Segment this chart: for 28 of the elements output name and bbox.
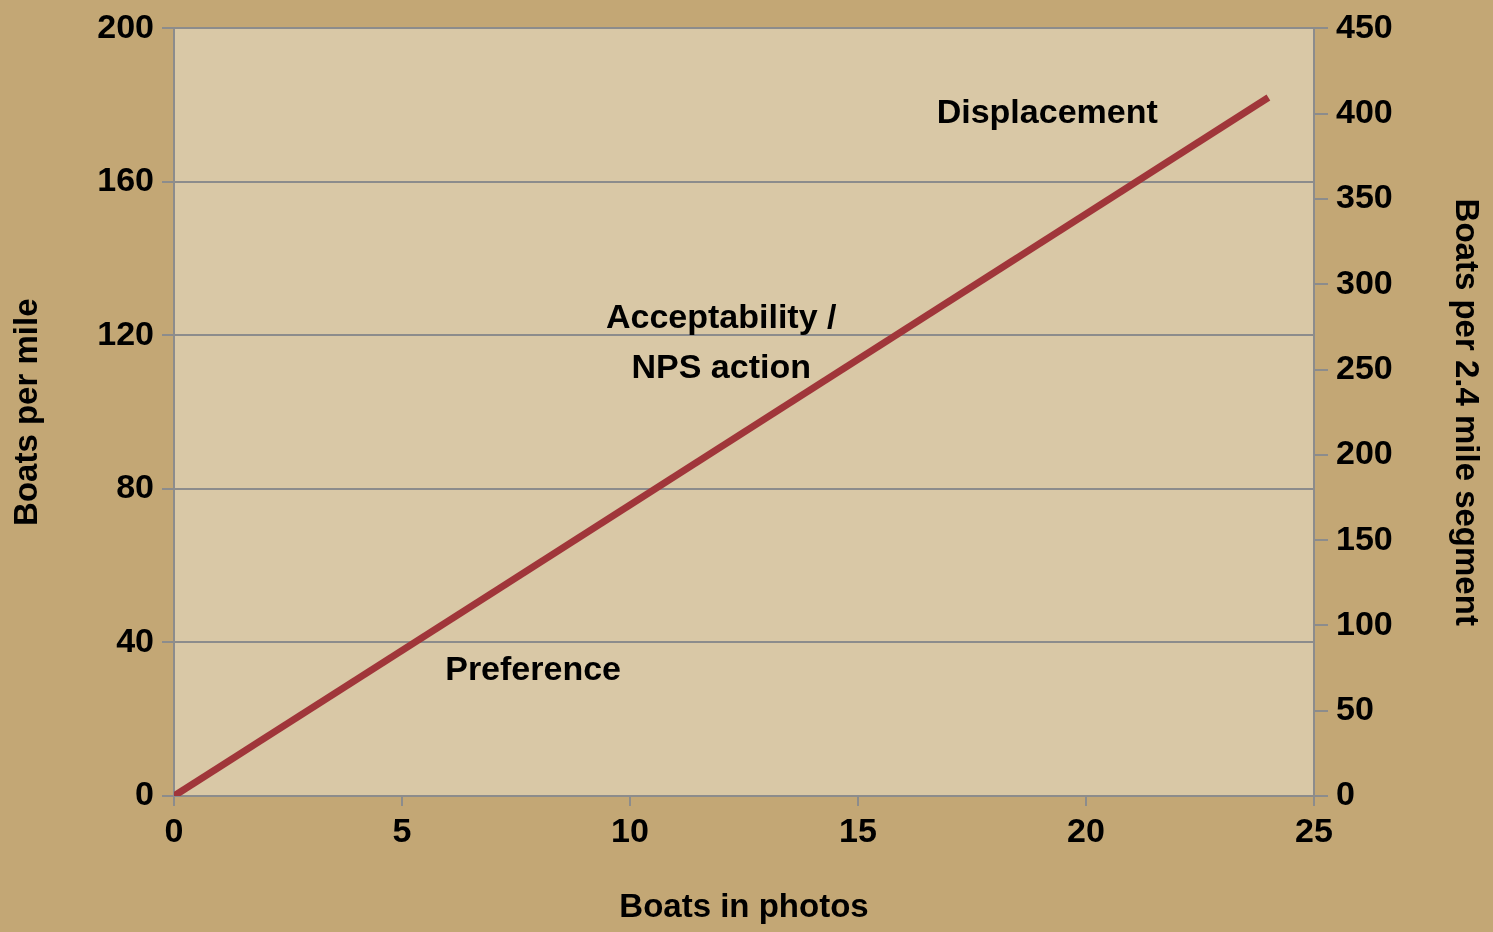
y-tick-label: 80 xyxy=(116,467,154,506)
y-tick-label: 40 xyxy=(116,620,154,659)
y2-tick-label: 150 xyxy=(1336,518,1393,557)
y2-axis-title: Boats per 2.4 mile segment xyxy=(1449,198,1487,626)
x-axis-title: Boats in photos xyxy=(619,887,869,925)
annotation: Preference xyxy=(445,649,621,688)
y2-tick-label: 0 xyxy=(1336,774,1355,813)
annotation: Displacement xyxy=(936,91,1158,130)
y-tick-label: 160 xyxy=(97,160,154,199)
x-tick-label: 5 xyxy=(392,810,412,849)
y-tick-label: 120 xyxy=(97,313,154,352)
y-tick-label: 200 xyxy=(97,6,154,45)
y2-tick-label: 450 xyxy=(1336,6,1393,45)
y-axis-title: Boats per mile xyxy=(6,298,44,526)
y2-tick-label: 400 xyxy=(1336,92,1393,131)
annotation: Acceptability / NPS action xyxy=(605,297,838,386)
y2-tick-label: 250 xyxy=(1336,347,1393,386)
x-tick-label: 0 xyxy=(164,810,184,849)
x-tick-label: 25 xyxy=(1295,810,1333,849)
y2-tick-label: 50 xyxy=(1336,689,1374,728)
x-tick-label: 10 xyxy=(611,810,649,849)
y2-tick-label: 350 xyxy=(1336,177,1393,216)
y-tick-label: 0 xyxy=(135,774,154,813)
y2-tick-label: 100 xyxy=(1336,603,1393,642)
y2-tick-label: 200 xyxy=(1336,433,1393,472)
x-tick-label: 15 xyxy=(839,810,877,849)
x-tick-label: 20 xyxy=(1067,810,1105,849)
y2-tick-label: 300 xyxy=(1336,262,1393,301)
